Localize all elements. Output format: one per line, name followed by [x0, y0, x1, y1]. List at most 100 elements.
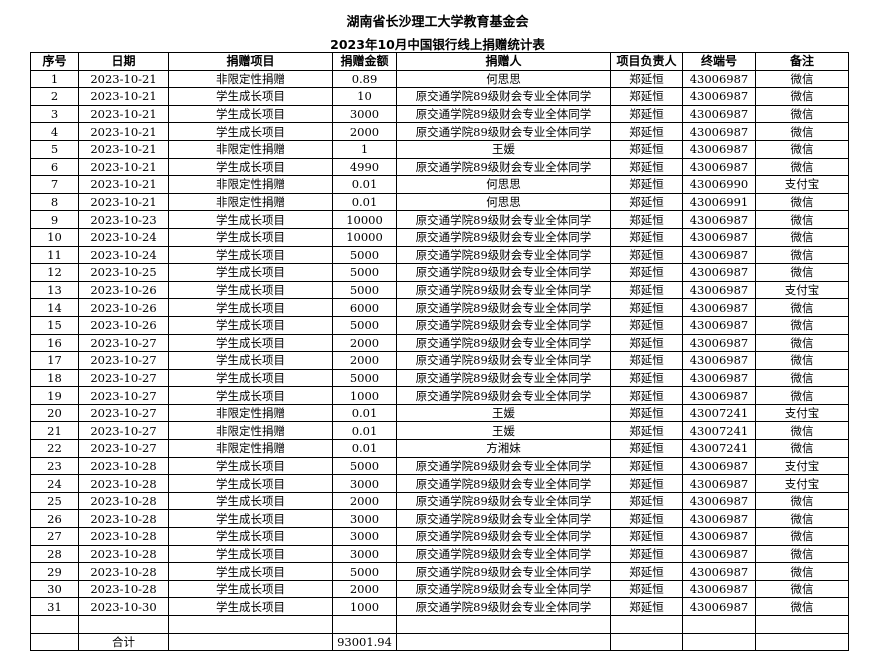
cell-seq: 24 — [30, 474, 79, 493]
header-project: 捐赠项目 — [168, 52, 333, 71]
table-row: 26 2023-10-28 学生成长项目 3000 原交通学院89级财会专业全体同学 郑延… — [30, 509, 849, 529]
cell-terminal: 43006987 — [682, 104, 756, 124]
cell-project: 学生成长项目 — [168, 386, 333, 405]
cell-seq: 15 — [30, 315, 79, 335]
cell-project: 非限定性捐赠 — [168, 69, 333, 89]
cell-note: 微信 — [755, 579, 849, 599]
cell-manager: 郑延恒 — [610, 227, 683, 247]
table-row: 17 2023-10-27 学生成长项目 2000 原交通学院89级财会专业全体同学 郑延… — [30, 351, 849, 370]
table-row: 14 2023-10-26 学生成长项目 6000 原交通学院89级财会专业全体同学 郑延… — [30, 298, 849, 317]
cell-manager: 郑延恒 — [610, 333, 683, 353]
cell-project: 学生成长项目 — [168, 351, 333, 370]
empty-cell — [30, 632, 79, 652]
cell-donor: 原交通学院89级财会专业全体同学 — [396, 562, 611, 581]
cell-terminal: 43006987 — [682, 456, 756, 476]
cell-seq: 3 — [30, 104, 79, 124]
cell-donor: 原交通学院89级财会专业全体同学 — [396, 315, 611, 335]
cell-date: 2023-10-25 — [78, 263, 169, 282]
cell-date: 2023-10-28 — [78, 544, 169, 564]
cell-note: 微信 — [755, 157, 849, 177]
cell-date: 2023-10-21 — [78, 104, 169, 124]
empty-cell — [682, 632, 756, 652]
cell-donor: 原交通学院89级财会专业全体同学 — [396, 263, 611, 282]
cell-note: 微信 — [755, 333, 849, 353]
cell-seq: 13 — [30, 280, 79, 300]
cell-project: 学生成长项目 — [168, 491, 333, 511]
cell-note: 微信 — [755, 227, 849, 247]
cell-date: 2023-10-23 — [78, 210, 169, 229]
header-note: 备注 — [755, 52, 849, 71]
cell-note: 支付宝 — [755, 474, 849, 493]
cell-note: 微信 — [755, 263, 849, 282]
document-subtitle: 2023年10月中国银行线上捐赠统计表 — [330, 37, 545, 52]
table-row: 3 2023-10-21 学生成长项目 3000 原交通学院89级财会专业全体同学 郑延恒… — [30, 104, 849, 124]
cell-donor: 原交通学院89级财会专业全体同学 — [396, 210, 611, 229]
total-amount: 93001.94 — [332, 632, 397, 652]
cell-project: 非限定性捐赠 — [168, 139, 333, 159]
cell-project: 学生成长项目 — [168, 333, 333, 353]
empty-cell — [30, 615, 79, 634]
cell-project: 学生成长项目 — [168, 245, 333, 265]
cell-terminal: 43006987 — [682, 474, 756, 493]
cell-donor: 原交通学院89级财会专业全体同学 — [396, 122, 611, 141]
cell-date: 2023-10-24 — [78, 245, 169, 265]
table-row: 10 2023-10-24 学生成长项目 10000 原交通学院89级财会专业全体同学郑… — [30, 227, 849, 247]
cell-note: 微信 — [755, 87, 849, 106]
cell-note: 微信 — [755, 597, 849, 616]
cell-seq: 27 — [30, 527, 79, 546]
table-row: 7 2023-10-21 非限定性捐赠 0.01 何思思 郑延恒 43006990 支付宝 — [30, 175, 849, 194]
cell-terminal: 43006987 — [682, 227, 756, 247]
cell-manager: 郑延恒 — [610, 122, 683, 141]
cell-terminal: 43006987 — [682, 315, 756, 335]
table-row: 15 2023-10-26 学生成长项目 5000 原交通学院89级财会专业全体同学 郑延… — [30, 315, 849, 335]
empty-cell — [396, 632, 611, 652]
cell-seq: 2 — [30, 87, 79, 106]
cell-project: 学生成长项目 — [168, 579, 333, 599]
cell-manager: 郑延恒 — [610, 386, 683, 405]
cell-amount: 5000 — [332, 280, 397, 300]
cell-note: 微信 — [755, 139, 849, 159]
cell-terminal: 43006987 — [682, 87, 756, 106]
cell-project: 非限定性捐赠 — [168, 192, 333, 212]
table-row: 12 2023-10-25 学生成长项目 5000 原交通学院89级财会专业全体同学 郑延… — [30, 263, 849, 282]
cell-amount: 3000 — [332, 544, 397, 564]
cell-seq: 19 — [30, 386, 79, 405]
cell-terminal: 43006987 — [682, 368, 756, 388]
cell-manager: 郑延恒 — [610, 245, 683, 265]
cell-project: 非限定性捐赠 — [168, 175, 333, 194]
cell-project: 学生成长项目 — [168, 456, 333, 476]
cell-date: 2023-10-28 — [78, 491, 169, 511]
cell-manager: 郑延恒 — [610, 509, 683, 529]
cell-project: 学生成长项目 — [168, 104, 333, 124]
cell-note: 微信 — [755, 386, 849, 405]
cell-date: 2023-10-21 — [78, 69, 169, 89]
cell-seq: 26 — [30, 509, 79, 529]
cell-project: 学生成长项目 — [168, 157, 333, 177]
cell-date: 2023-10-26 — [78, 315, 169, 335]
table-row: 11 2023-10-24 学生成长项目 5000 原交通学院89级财会专业全体同学 郑延… — [30, 245, 849, 265]
table-row: 6 2023-10-21 学生成长项目 4990 原交通学院89级财会专业全体同学 郑延恒… — [30, 157, 849, 177]
cell-donor: 何思思 — [396, 175, 611, 194]
cell-donor: 原交通学院89级财会专业全体同学 — [396, 280, 611, 300]
empty-cell — [682, 615, 756, 634]
cell-donor: 原交通学院89级财会专业全体同学 — [396, 544, 611, 564]
empty-cell — [755, 632, 849, 652]
cell-terminal: 43006987 — [682, 280, 756, 300]
cell-note: 微信 — [755, 69, 849, 89]
cell-project: 学生成长项目 — [168, 544, 333, 564]
table-row: 20 2023-10-27 非限定性捐赠 0.01 王媛 郑延恒 43007241 支付宝 — [30, 403, 849, 423]
cell-manager: 郑延恒 — [610, 562, 683, 581]
cell-terminal: 43006990 — [682, 175, 756, 194]
cell-manager: 郑延恒 — [610, 315, 683, 335]
cell-date: 2023-10-26 — [78, 298, 169, 317]
cell-terminal: 43007241 — [682, 439, 756, 458]
table-row: 30 2023-10-28 学生成长项目 2000 原交通学院89级财会专业全体同学 郑延… — [30, 579, 849, 599]
cell-terminal: 43006987 — [682, 579, 756, 599]
cell-donor: 何思思 — [396, 192, 611, 212]
table-row: 2 2023-10-21 学生成长项目 10 原交通学院89级财会专业全体同学 郑延恒 43… — [30, 87, 849, 106]
cell-donor: 原交通学院89级财会专业全体同学 — [396, 509, 611, 529]
cell-date: 2023-10-28 — [78, 456, 169, 476]
cell-date: 2023-10-28 — [78, 579, 169, 599]
cell-amount: 1000 — [332, 597, 397, 616]
table-header-row: 序号 日期 捐赠项目 捐赠金额 捐赠人 项目负责人 终端号 备注 — [30, 52, 849, 71]
